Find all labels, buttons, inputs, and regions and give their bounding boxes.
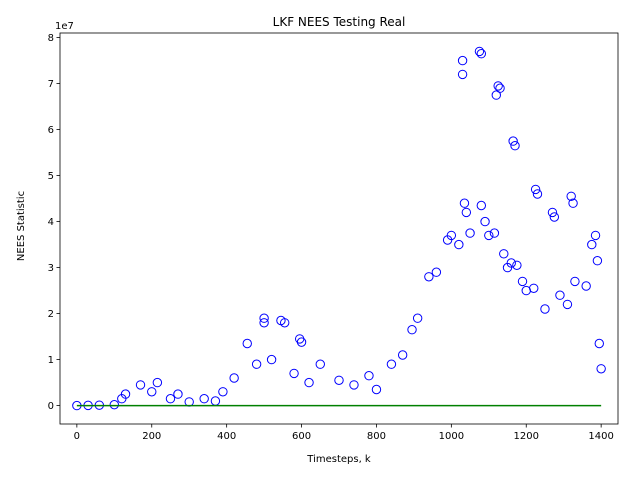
data-point — [476, 49, 487, 59]
data-point — [386, 359, 397, 369]
data-point — [562, 299, 573, 310]
data-point — [530, 184, 541, 195]
data-point — [457, 55, 468, 66]
data-point — [424, 272, 434, 282]
data-point — [407, 325, 417, 335]
data-point — [549, 212, 560, 222]
data-point — [279, 318, 290, 328]
data-point — [592, 256, 603, 266]
data-point — [489, 228, 500, 238]
y-tick-label: 1 — [48, 355, 54, 366]
y-tick-label: 0 — [48, 401, 54, 412]
y-tick-label: 6 — [48, 125, 54, 136]
data-point — [296, 337, 307, 347]
data-point — [532, 189, 543, 199]
data-point — [555, 290, 565, 300]
data-point — [474, 46, 485, 57]
data-point — [594, 338, 604, 349]
y-tick-label: 2 — [48, 309, 54, 320]
data-point — [454, 239, 464, 250]
data-point — [165, 394, 176, 404]
y-offset-text: 1e7 — [55, 21, 74, 32]
data-point — [508, 136, 518, 146]
data-point — [229, 373, 239, 383]
data-point — [109, 399, 120, 410]
axes-frame — [59, 32, 619, 425]
data-point — [512, 260, 522, 270]
data-point — [431, 267, 442, 277]
x-tick-label: 600 — [292, 431, 311, 442]
x-tick-label: 1000 — [439, 431, 464, 442]
data-point — [259, 313, 269, 323]
x-tick-label: 400 — [217, 431, 236, 442]
data-point — [397, 350, 408, 360]
x-tick-label: 1200 — [514, 431, 539, 442]
data-point — [465, 228, 475, 238]
x-tick-label: 800 — [367, 431, 386, 442]
data-point — [506, 258, 516, 268]
data-point — [242, 338, 252, 349]
data-point — [566, 191, 576, 202]
data-point — [581, 281, 591, 291]
data-point — [495, 83, 505, 93]
data-point — [461, 207, 472, 218]
data-point — [412, 313, 423, 323]
data-point — [540, 304, 550, 314]
data-point — [547, 207, 558, 218]
y-axis-label: NEES Statistic — [16, 191, 27, 261]
data-point — [484, 230, 494, 241]
data-point — [570, 276, 580, 287]
data-point — [315, 359, 325, 369]
data-point — [446, 230, 457, 241]
y-tick-label: 5 — [48, 171, 54, 182]
data-point — [459, 198, 470, 208]
data-point — [480, 216, 490, 227]
data-point — [173, 389, 183, 399]
plot-area: 0 200 400 600 800 1000 1200 1400 0 1 2 3 4 5 6 7 8 — [48, 32, 619, 442]
data-point — [266, 354, 277, 365]
x-tick-label: 200 — [142, 431, 161, 442]
data-point — [199, 394, 209, 404]
data-point — [493, 81, 503, 91]
y-tick-label: 4 — [48, 217, 54, 228]
data-point — [371, 384, 382, 395]
data-point — [364, 371, 374, 381]
data-point — [218, 387, 228, 397]
data-point — [259, 318, 269, 328]
data-point — [304, 377, 314, 388]
data-point — [135, 380, 146, 390]
y-tick-label: 8 — [48, 33, 54, 44]
data-point — [147, 387, 157, 397]
chart-title: LKF NEES Testing Real — [273, 15, 406, 29]
data-point — [334, 375, 344, 385]
x-axis-label: Timesteps, k — [306, 454, 371, 465]
data-point — [251, 359, 262, 369]
y-tick-label: 3 — [48, 263, 54, 274]
data-point — [529, 283, 539, 293]
data-point — [120, 389, 131, 399]
data-point — [587, 239, 597, 250]
data-point — [289, 368, 299, 379]
data-point — [517, 276, 528, 287]
x-tick-label: 0 — [74, 431, 80, 442]
x-tick-label: 1400 — [588, 431, 613, 442]
data-point — [349, 380, 359, 390]
data-point — [499, 249, 509, 259]
data-point — [596, 364, 606, 374]
data-point — [476, 200, 487, 211]
data-point — [590, 230, 601, 241]
data-point — [457, 69, 468, 80]
data-point — [568, 198, 578, 208]
data-point — [510, 141, 520, 151]
y-tick-label: 7 — [48, 79, 54, 90]
data-point — [152, 377, 163, 388]
